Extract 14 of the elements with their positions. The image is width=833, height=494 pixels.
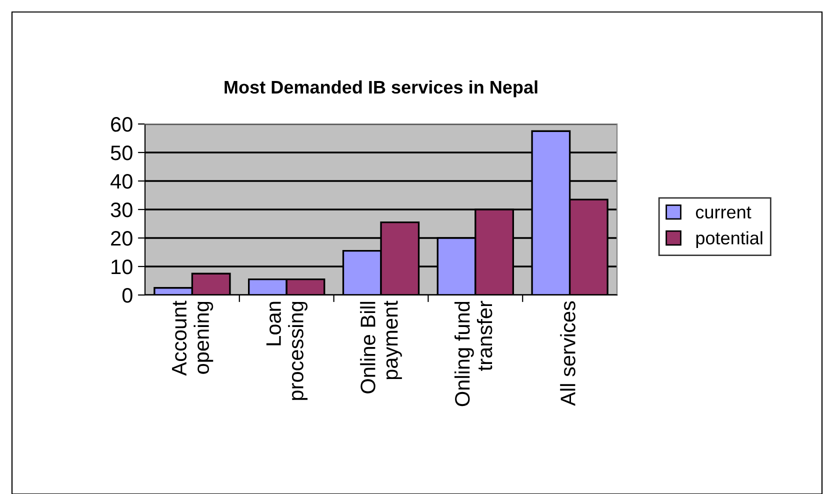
y-tick-label: 60 [111,117,132,132]
x-tick-label: All services [560,301,576,406]
y-tick-label: 40 [110,174,132,189]
chart-title: Most Demanded IB services in Nepal [224,80,538,98]
y-tick-label: 10 [112,260,132,274]
legend-label: potential [696,231,762,248]
y-tick-label: 50 [110,146,132,160]
x-tick-label: Onling fund transfer [454,300,492,406]
legend-label: current [696,206,752,219]
x-tick-label: Account opening [172,300,214,376]
y-tick-label: 30 [110,202,132,218]
y-tick-label: 20 [111,231,132,246]
x-tick-label: Online Bill payment [360,300,402,394]
y-tick-label: 0 [122,288,132,303]
